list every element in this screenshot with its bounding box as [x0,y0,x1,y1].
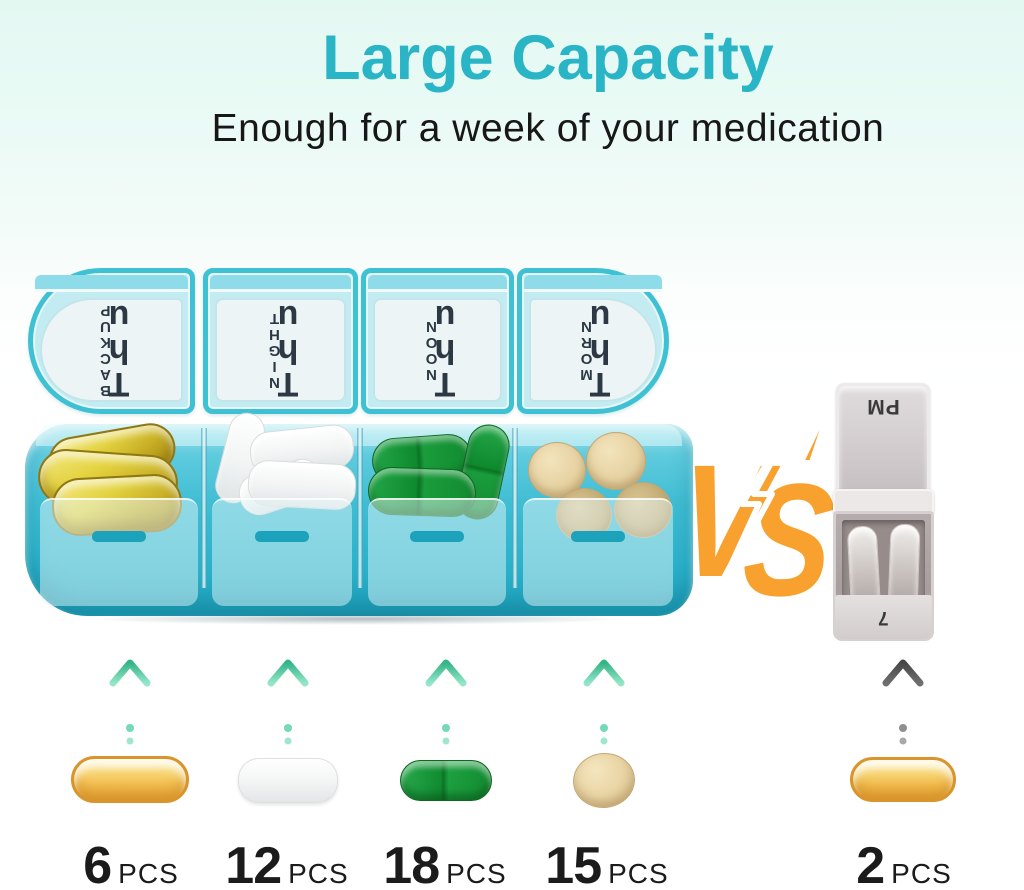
lid-label: Thu MORN [579,298,611,403]
tan-round-tablet-pill [528,442,586,498]
pm-lid-label: PM [866,395,900,418]
lid-panel: Thu NIGHT [215,298,346,403]
pm-travel-box: PM 7 [833,383,934,641]
compartment-divider [201,428,207,588]
compartment-pocket [40,498,198,606]
lid-label: Thu NOON [424,298,455,403]
lid-edge [368,275,507,292]
compartment-pocket [212,498,352,606]
organizer-lid-noon: Thu NOON [361,268,514,414]
latch-slot [571,531,625,542]
compartment-divider [357,428,363,588]
up-arrow-icon [109,659,151,745]
count-value: 12 [225,837,282,890]
lid-period-label: BACKUP [98,302,111,399]
lid-edge [210,275,351,292]
amber-softgel-pill [850,757,956,802]
pm-front-label: 7 [878,607,889,628]
latch-slot [410,531,464,542]
lid-day-label: Thu [277,298,298,403]
pill-count: 6 PCS [83,836,179,890]
pill-count: 2 PCS [856,836,952,890]
count-unit: PCS [891,858,952,889]
pill-count: 18 PCS [383,836,506,890]
compartment-pocket [368,498,506,606]
tan-round-tablet-pill [614,482,672,538]
tan-round-tablet-pill [570,749,638,812]
lid-day-label: Thu [434,298,455,403]
count-value: 18 [383,837,440,890]
lid-label: Thu NIGHT [267,298,298,403]
count-unit: PCS [446,858,507,889]
count-value: 6 [83,837,112,890]
lid-period-label: NOON [424,318,437,383]
lid-day-label: Thu [589,298,611,403]
pill-count: 12 PCS [225,836,348,890]
latch-slot [92,531,146,542]
count-unit: PCS [608,858,669,889]
pm-box-front: 7 [835,595,932,639]
lid-label: Thu BACKUP [98,298,129,403]
lid-day-label: Thu [108,298,129,403]
count-value: 15 [545,837,602,890]
header: Large Capacity Enough for a week of your… [0,23,1024,151]
organizer-lid-morn: Thu MORN [517,268,669,414]
lid-panel: Thu MORN [529,298,657,403]
amber-softgel-pill [71,756,189,803]
up-arrow-icon [882,659,924,745]
tan-round-tablet-pill [586,432,646,490]
white-oblong-tablet-pill [238,758,338,803]
up-arrow-icon [425,659,467,745]
lid-panel: Thu BACKUP [40,298,183,403]
up-arrow-icon [267,659,309,745]
organizer-lid-backup: Thu BACKUP [28,268,195,414]
count-value: 2 [856,837,885,890]
latch-slot [255,531,309,542]
organizer-lid-night: Thu NIGHT [203,268,358,414]
up-arrow-icon [583,659,625,745]
lightning-bolt-icon [712,408,829,603]
pm-box-lid: PM [836,383,930,493]
organizer-shadow [85,613,630,625]
vs-comparison: V S [671,408,840,629]
green-capsule-pill [400,760,492,801]
compartment-pocket [523,498,673,606]
lid-edge [524,275,662,292]
count-unit: PCS [288,858,349,889]
lid-period-label: NIGHT [267,310,280,391]
lid-edge [35,275,188,292]
lid-period-label: MORN [579,318,593,383]
page-subtitle: Enough for a week of your medication [211,107,885,151]
compartment-divider [512,428,518,588]
pill-count: 15 PCS [545,836,668,890]
count-unit: PCS [118,858,179,889]
lid-panel: Thu NOON [373,298,502,403]
page-title: Large Capacity [322,23,774,93]
